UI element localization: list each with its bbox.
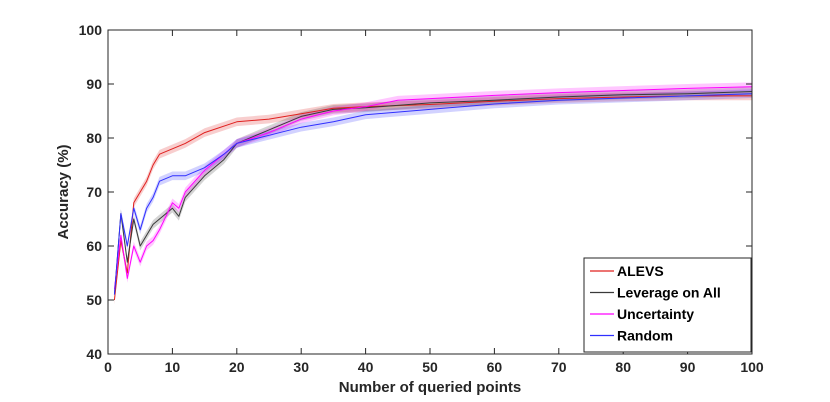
y-tick-label: 80	[86, 130, 102, 146]
y-axis-title: Accuracy (%)	[55, 144, 72, 239]
legend-label: ALEVS	[617, 263, 664, 279]
series-line-0	[113, 95, 752, 301]
x-tick-label: 10	[165, 359, 181, 375]
legend-label: Uncertainty	[617, 306, 694, 322]
y-tick-label: 90	[86, 76, 102, 92]
series-line-3	[113, 93, 753, 295]
y-axis-ticks: 40 50 60 70 80 90 100	[79, 22, 752, 362]
series-lines	[113, 86, 753, 301]
x-tick-label: 40	[358, 359, 374, 375]
y-tick-label: 60	[86, 238, 102, 254]
legend-label: Random	[617, 328, 673, 344]
legend-label: Leverage on All	[617, 285, 721, 301]
y-tick-label: 100	[79, 22, 103, 38]
x-tick-label: 0	[104, 359, 112, 375]
x-tick-label: 100	[740, 359, 764, 375]
legend: ALEVS Leverage on All Uncertainty Random	[583, 257, 752, 353]
legend-box	[583, 257, 752, 353]
x-tick-label: 50	[422, 359, 438, 375]
x-tick-label: 60	[487, 359, 503, 375]
x-tick-label: 80	[615, 359, 631, 375]
x-tick-label: 20	[229, 359, 245, 375]
y-tick-label: 70	[86, 184, 102, 200]
x-axis-title: Number of queried points	[339, 379, 522, 396]
x-tick-label: 90	[680, 359, 696, 375]
x-axis-ticks: 0 10 20 30 40 50 60 70 80 90 100	[104, 30, 764, 375]
x-tick-label: 70	[551, 359, 567, 375]
series-line-1	[113, 91, 753, 295]
y-tick-label: 40	[86, 346, 102, 362]
y-tick-label: 50	[86, 292, 102, 308]
x-tick-label: 30	[293, 359, 309, 375]
